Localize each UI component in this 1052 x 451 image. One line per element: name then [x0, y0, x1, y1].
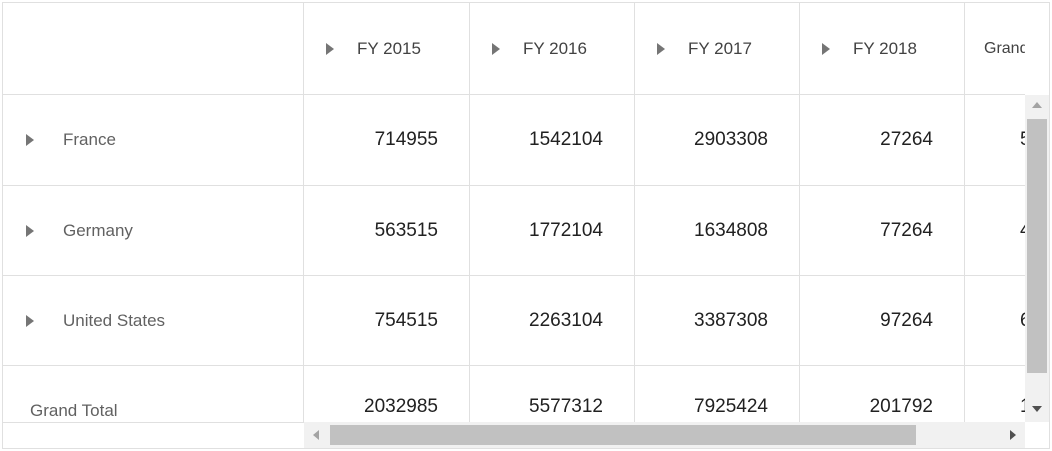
value-cell[interactable]: 1772104 [470, 186, 635, 276]
column-header-fy2018[interactable]: FY 2018 [800, 3, 965, 95]
expand-caret-icon[interactable] [326, 42, 334, 55]
column-header-grand-total[interactable]: Grand Total [965, 3, 1025, 95]
row-header-label: Germany [63, 220, 133, 240]
value-cell[interactable]: 97264 [800, 276, 965, 366]
grand-total-cell[interactable]: 15737513 [965, 366, 1025, 422]
row-header-grand-total [3, 366, 304, 422]
row-header-united-states[interactable]: United States [3, 276, 304, 366]
scroll-right-arrow-icon[interactable] [1010, 430, 1016, 440]
expand-caret-icon[interactable] [26, 224, 34, 237]
row-header-germany[interactable]: Germany [3, 186, 304, 276]
column-header-fy2017[interactable]: FY 2017 [635, 3, 800, 95]
column-header-label: FY 2016 [523, 38, 587, 58]
expand-caret-icon[interactable] [822, 42, 830, 55]
row-header-label: United States [63, 310, 166, 330]
value-cell[interactable]: 4047691 [965, 186, 1025, 276]
row-header-label: France [63, 130, 116, 149]
value-cell[interactable]: 2263104 [470, 276, 635, 366]
value-cell[interactable]: 714955 [304, 95, 470, 186]
row-header-france[interactable]: France [3, 95, 304, 186]
scroll-up-arrow-icon[interactable] [1032, 102, 1042, 108]
value-cell[interactable]: 563515 [304, 186, 470, 276]
frozen-scroll-area [3, 422, 304, 448]
grand-total-cell[interactable]: 201792 [800, 366, 965, 422]
value-cell[interactable]: 2903308 [635, 95, 800, 186]
value-cell[interactable]: 77264 [800, 186, 965, 276]
grand-total-cell[interactable]: 7925424 [635, 366, 800, 422]
column-header-label: Grand Total [984, 39, 1025, 57]
column-header-fy2015[interactable]: FY 2015 [304, 3, 470, 95]
value-cell[interactable]: 1542104 [470, 95, 635, 186]
value-cell[interactable]: 754515 [304, 276, 470, 366]
expand-caret-icon[interactable] [26, 134, 34, 146]
grand-total-cell[interactable]: 2032985 [304, 366, 470, 422]
value-cell[interactable]: 6502191 [965, 276, 1025, 366]
grand-total-label: Grand Total [30, 401, 118, 420]
column-header-label: FY 2018 [853, 38, 917, 58]
value-cell[interactable]: 27264 [800, 95, 965, 186]
expand-caret-icon[interactable] [26, 314, 34, 327]
corner-header [3, 3, 304, 95]
expand-caret-icon[interactable] [657, 42, 665, 55]
horizontal-scroll-thumb[interactable] [330, 425, 916, 445]
value-cell[interactable]: 1634808 [635, 186, 800, 276]
scrollbar-corner [1025, 422, 1049, 448]
column-header-label: FY 2017 [688, 38, 752, 58]
column-header-fy2016[interactable]: FY 2016 [470, 3, 635, 95]
expand-caret-icon[interactable] [492, 42, 500, 55]
scroll-left-arrow-icon[interactable] [313, 430, 319, 440]
value-cell[interactable]: 3387308 [635, 276, 800, 366]
vertical-scroll-thumb[interactable] [1027, 119, 1047, 373]
scroll-down-arrow-icon[interactable] [1032, 406, 1042, 412]
column-header-label: FY 2015 [357, 38, 421, 58]
horizontal-scrollbar[interactable] [304, 422, 1026, 448]
value-cell[interactable]: 5187631 [965, 95, 1025, 186]
vertical-scrollbar[interactable] [1025, 95, 1049, 423]
grand-total-cell[interactable]: 5577312 [470, 366, 635, 422]
